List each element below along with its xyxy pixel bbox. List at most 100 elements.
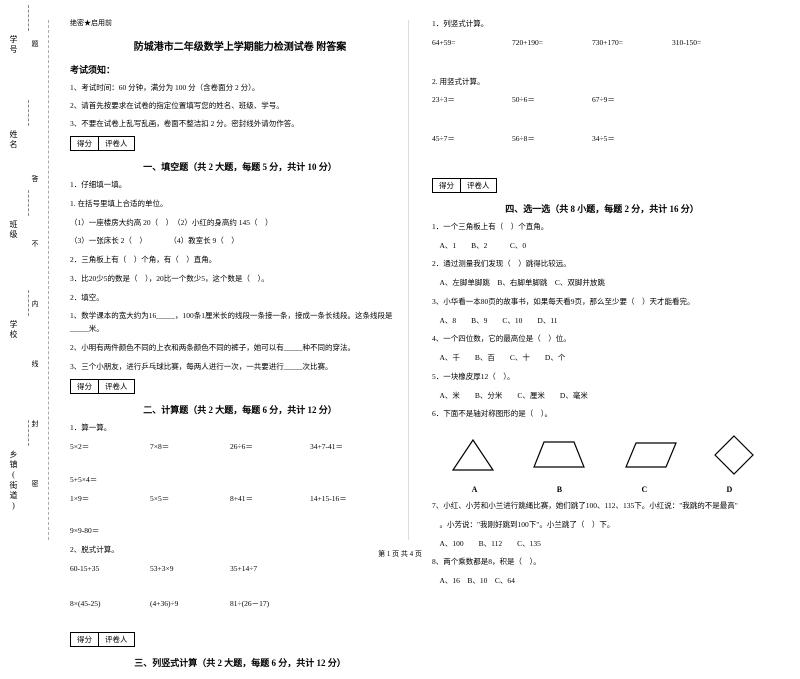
calc: 9×9-80＝ <box>70 525 130 538</box>
label-c: C <box>641 485 647 494</box>
q1-item3: 2．三角板上有（ ）个角，有（ ）直角。 <box>70 254 410 267</box>
q4-7: 7、小红、小芳和小兰进行跳绳比赛，她们跳了100、112、135下。小红说："我… <box>432 500 772 513</box>
grader-cell: 评卷人 <box>98 136 135 151</box>
calc: 67÷9＝ <box>592 94 652 107</box>
section-1-heading: 一、填空题（共 2 大题，每题 5 分，共计 10 分） <box>70 160 410 173</box>
q2-row2: 1×9＝ 5×5＝ 8+41＝ 14+15-16＝ 9×9-80＝ <box>70 493 410 539</box>
score-box-3: 得分 评卷人 <box>70 632 410 647</box>
q4-6: 6．下面不是轴对称图形的是（ ）。 <box>432 408 772 421</box>
label-d: D <box>727 485 733 494</box>
calc: (4+36)÷9 <box>150 598 210 611</box>
q1-t2-3: 3、三个小朋友，进行乒乓球比赛，每两人进行一次，一共要进行_____次比赛。 <box>70 361 410 374</box>
sidebar-underline <box>28 420 29 446</box>
right-column: 1．列竖式计算。 64+59= 720+190= 730+170= 310-15… <box>432 18 772 669</box>
calc: 64+59= <box>432 37 492 50</box>
triangle-icon <box>448 437 498 473</box>
q3-row3: 45÷7＝ 56÷8＝ 34÷5＝ <box>432 133 772 146</box>
q4-5o: A、米 B、分米 C、厘米 D、毫米 <box>432 390 772 403</box>
calc: 34÷5＝ <box>592 133 652 146</box>
exam-title: 防城港市二年级数学上学期能力检测试卷 附答案 <box>70 38 410 53</box>
spacer <box>432 56 772 70</box>
fold-note: 答 <box>30 175 40 188</box>
section-4-heading: 四、选一选（共 8 小题，每题 2 分，共计 16 分） <box>432 202 772 215</box>
calc: 34+7-41＝ <box>310 441 370 454</box>
fold-note: 题 <box>30 40 40 53</box>
spacer <box>70 616 410 626</box>
sidebar-underline <box>28 5 29 31</box>
calc: 5+5×4＝ <box>70 474 130 487</box>
q1-items2: （3）一张床长 2（ ） （4）教室长 9（ ） <box>70 235 410 248</box>
secret-label: 绝密★启用前 <box>70 18 410 28</box>
grader-cell: 评卷人 <box>460 178 497 193</box>
q4-1o: A、1 B、2 C、0 <box>432 240 772 253</box>
calc: 1×9＝ <box>70 493 130 506</box>
q3-row1: 64+59= 720+190= 730+170= 310-150= <box>432 37 772 50</box>
score-box-2: 得分 评卷人 <box>70 379 410 394</box>
calc: 81÷(26－17) <box>230 598 290 611</box>
shapes-row <box>432 433 772 477</box>
notice-1: 1、考试时间：60 分钟，满分为 100 分（含卷面分 2 分）。 <box>70 82 410 94</box>
grader-cell: 评卷人 <box>98 632 135 647</box>
trapezoid-icon <box>529 437 589 473</box>
q4-2: 2．通过测量我们发现（ ）跳得比较远。 <box>432 258 772 271</box>
sidebar-field: 班级 <box>8 220 19 240</box>
q2-row4: 8×(45-25) (4+36)÷9 81÷(26－17) <box>70 598 410 611</box>
fold-line <box>48 20 49 540</box>
calc: 730+170= <box>592 37 652 50</box>
q1-line1: 1. 在括号里填上合适的单位。 <box>70 198 410 211</box>
fold-note: 内 <box>30 300 40 313</box>
calc: 720+190= <box>512 37 572 50</box>
calc: 5×2＝ <box>70 441 130 454</box>
q4-3: 3、小华看一本80页的故事书，如果每天看9页，那么至少要（ ）天才能看完。 <box>432 296 772 309</box>
fold-note: 线 <box>30 360 40 373</box>
q3-row2: 23÷3＝ 50÷6＝ 67÷9＝ <box>432 94 772 107</box>
sidebar-underline <box>28 290 29 316</box>
sidebar-field: 学校 <box>8 320 19 340</box>
parallelogram-icon <box>621 437 681 473</box>
calc: 56÷8＝ <box>512 133 572 146</box>
calc: 50÷6＝ <box>512 94 572 107</box>
q4-7b: 。小芳说："我刚好跳到100下"。小兰跳了（ ）下。 <box>432 519 772 532</box>
calc: 26÷6＝ <box>230 441 290 454</box>
q1-t2-1: 1、数学课本的宽大约为16_____，100条1厘米长的线段一条接一条，接成一条… <box>70 310 410 336</box>
q4-4: 4、一个四位数，它的最高位是（ ）位。 <box>432 333 772 346</box>
q1-t2: 2．填空。 <box>70 292 410 305</box>
calc: 7×8＝ <box>150 441 210 454</box>
q4-8o: A、16 B、10 C、64 <box>432 575 772 588</box>
calc: 45÷7＝ <box>432 133 492 146</box>
score-cell: 得分 <box>432 178 461 193</box>
page-footer: 第 1 页 共 4 页 <box>0 549 800 559</box>
q3-title: 1．列竖式计算。 <box>432 18 772 31</box>
sidebar-underline <box>28 190 29 216</box>
calc: 5×5＝ <box>150 493 210 506</box>
diamond-icon <box>712 433 756 477</box>
q1-item4: 3．比20少5的数是（ ），20比一个数少5，这个数是（ ）。 <box>70 273 410 286</box>
score-box-1: 得分 评卷人 <box>70 136 410 151</box>
left-column: 绝密★启用前 防城港市二年级数学上学期能力检测试卷 附答案 考试须知： 1、考试… <box>70 18 410 669</box>
sidebar-field: 乡镇(街道) <box>8 450 19 512</box>
q4-5: 5．一块橡皮厚12（ ）。 <box>432 371 772 384</box>
spacer <box>432 113 772 127</box>
label-b: B <box>557 485 562 494</box>
label-a: A <box>472 485 478 494</box>
column-divider <box>408 20 409 540</box>
page-content: 绝密★启用前 防城港市二年级数学上学期能力检测试卷 附答案 考试须知： 1、考试… <box>0 0 800 679</box>
q3-t2: 2. 用竖式计算。 <box>432 76 772 89</box>
calc: 8+41＝ <box>230 493 290 506</box>
q4-1: 1．一个三角板上有（ ）个直角。 <box>432 221 772 234</box>
q1-title: 1．仔细填一填。 <box>70 179 410 192</box>
score-box-4: 得分 评卷人 <box>432 178 772 193</box>
score-cell: 得分 <box>70 379 99 394</box>
q2-row1: 5×2＝ 7×8＝ 26÷6＝ 34+7-41＝ 5+5×4＝ <box>70 441 410 487</box>
section-2-heading: 二、计算题（共 2 大题，每题 6 分，共计 12 分） <box>70 403 410 416</box>
q4-4o: A、千 B、百 C、十 D、个 <box>432 352 772 365</box>
calc: 14+15-16＝ <box>310 493 370 506</box>
fold-note: 封 <box>30 420 40 433</box>
sidebar-underline <box>28 100 29 126</box>
fold-note: 密 <box>30 480 40 493</box>
q2-title: 1．算一算。 <box>70 422 410 435</box>
sidebar-field: 学号 <box>8 35 19 55</box>
calc: 310-150= <box>672 37 732 50</box>
q1-items1: （1）一座楼房大约高 20（ ） （2）小红的身高约 145（ ） <box>70 217 410 230</box>
spacer <box>70 582 410 592</box>
